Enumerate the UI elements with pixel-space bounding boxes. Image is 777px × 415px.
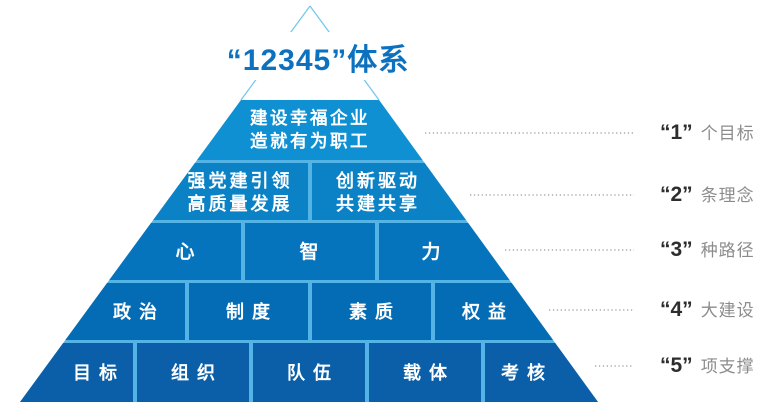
row-3-divider	[375, 223, 379, 280]
legend-item-2: “2” 条理念	[660, 182, 755, 208]
legend-text: 大建设	[700, 301, 755, 320]
row-4-cell-label: 制度	[226, 301, 278, 322]
row-2-cell-line: 共建共享	[336, 193, 420, 214]
row-3-cell-label: 智	[299, 240, 318, 263]
legend-text: 个目标	[700, 124, 755, 143]
legend-item-4: “4” 大建设	[660, 297, 755, 323]
row-4-divider	[431, 283, 435, 340]
row-1-cell-line: 造就有为职工	[250, 131, 370, 151]
diagram-title: “12345”体系	[227, 44, 409, 77]
row-4-cell-label: 素质	[349, 302, 401, 322]
legend-number: “1”	[660, 121, 693, 144]
legend-number: “2”	[660, 183, 693, 206]
legend-item-3: “3” 种路径	[660, 237, 755, 263]
row-3-divider	[241, 223, 245, 280]
legend-number: “3”	[660, 238, 693, 261]
legend-item-1: “1” 个目标	[660, 120, 755, 146]
row-5-cell-label: 目标	[73, 362, 125, 383]
row-5-divider	[249, 343, 253, 402]
row-2-divider	[308, 163, 312, 220]
row-2-cell-line: 强党建引领	[188, 170, 293, 191]
pyramid-row-5	[20, 343, 598, 402]
row-3-cell-label: 心	[175, 241, 194, 263]
row-2-cell-line: 高质量发展	[188, 193, 293, 214]
row-5-divider	[133, 343, 137, 402]
row-1-cell-line: 建设幸福企业	[250, 108, 370, 128]
row-5-divider	[365, 343, 369, 402]
row-5-cell-label: 考核	[501, 362, 553, 383]
row-3-cell-label: 力	[421, 240, 440, 263]
row-4-divider	[185, 283, 189, 340]
row-5-cell-label: 载体	[403, 362, 455, 383]
row-5-cell-label: 队伍	[287, 362, 339, 383]
row-5-cell-label: 组织	[171, 362, 223, 383]
row-5-divider	[481, 343, 485, 402]
legend-text: 条理念	[700, 186, 755, 205]
legend-item-5: “5” 项支撑	[660, 353, 755, 379]
row-4-cell-label: 权益	[461, 301, 514, 322]
legend-text: 项支撑	[700, 357, 755, 376]
row-4-divider	[308, 283, 312, 340]
legend-number: “4”	[660, 298, 693, 321]
legend-number: “5”	[660, 354, 693, 377]
row-4-cell-label: 政治	[113, 301, 165, 322]
legend-text: 种路径	[700, 241, 755, 260]
row-2-cell-line: 创新驱动	[335, 170, 420, 191]
title-backdrop	[220, 32, 416, 80]
